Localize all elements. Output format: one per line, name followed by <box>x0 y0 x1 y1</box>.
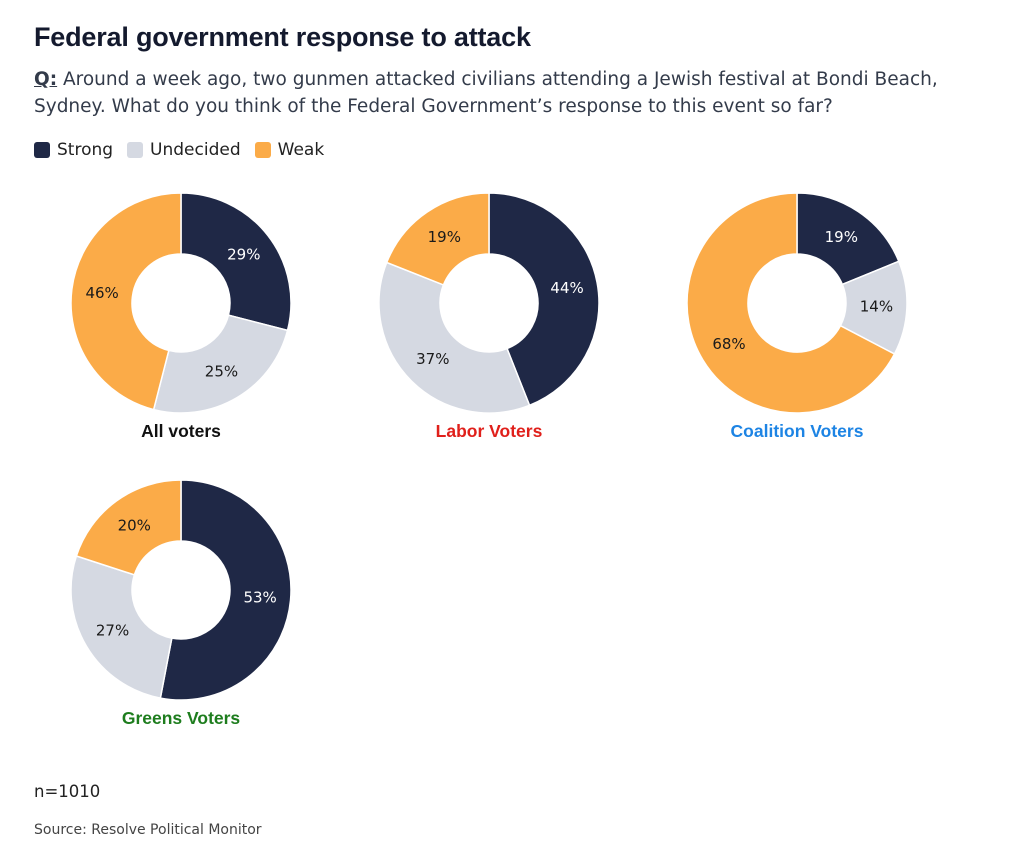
donut-svg-coalition-voters: 19% 14% 68% <box>686 192 908 414</box>
donut-coalition-voters: 19% 14% 68% Coalition Voters <box>677 183 917 441</box>
legend-swatch-undecided <box>127 142 144 158</box>
donut-svg-greens-voters: 53% 27% 20% <box>70 479 292 701</box>
legend-swatch-weak <box>254 142 271 158</box>
slice-label-coalition-voters-undecided: 14% <box>860 298 893 316</box>
legend-swatch-strong <box>34 142 50 158</box>
question-body: Around a week ago, two gunmen attacked c… <box>34 69 938 117</box>
slice-label-all-voters-strong: 29% <box>227 245 260 263</box>
slice-label-all-voters-undecided: 25% <box>205 362 238 380</box>
slice-all-voters-weak <box>70 192 182 411</box>
slice-label-all-voters-weak: 46% <box>85 284 118 302</box>
donut-svg-all-voters: 29% 25% 46% <box>70 192 292 414</box>
legend-item-strong: Strong <box>34 140 113 160</box>
question-text: Q: Around a week ago, two gunmen attacke… <box>34 66 964 120</box>
slice-label-labor-voters-undecided: 37% <box>416 350 449 368</box>
donut-title-coalition-voters: Coalition Voters <box>730 421 864 441</box>
slice-all-voters-strong <box>180 192 292 332</box>
slice-coalition-voters-strong <box>796 192 900 286</box>
legend: Strong Undecided Weak <box>34 140 324 160</box>
slice-label-greens-voters-strong: 53% <box>243 588 276 606</box>
donut-title-greens-voters: Greens Voters <box>121 708 241 728</box>
sample-size: n=1010 <box>34 782 101 801</box>
slice-labor-voters-strong <box>488 192 600 407</box>
slice-greens-voters-weak <box>75 479 182 576</box>
slice-label-greens-voters-weak: 20% <box>118 517 151 535</box>
slice-label-greens-voters-undecided: 27% <box>96 621 129 639</box>
legend-label-weak: Weak <box>277 140 325 160</box>
slice-greens-voters-undecided <box>70 555 173 699</box>
source-note: Source: Resolve Political Monitor <box>34 822 262 838</box>
slice-label-coalition-voters-strong: 19% <box>825 228 858 246</box>
donut-all-voters: 29% 25% 46% All voters <box>61 183 301 441</box>
slice-label-labor-voters-weak: 19% <box>428 228 461 246</box>
legend-label-undecided: Undecided <box>150 140 241 160</box>
slice-labor-voters-undecided <box>378 261 531 414</box>
legend-item-undecided: Undecided <box>127 140 241 160</box>
legend-label-strong: Strong <box>57 140 114 160</box>
legend-item-weak: Weak <box>254 140 325 160</box>
donut-title-labor-voters: Labor Voters <box>435 421 543 441</box>
slice-coalition-voters-weak <box>686 192 896 414</box>
question-prefix: Q: <box>34 69 58 90</box>
donut-labor-voters: 44% 37% 19% Labor Voters <box>369 183 609 441</box>
slice-all-voters-undecided <box>152 314 289 414</box>
donut-title-all-voters: All voters <box>141 421 221 441</box>
donut-greens-voters: 53% 27% 20% Greens Voters <box>61 470 301 728</box>
slice-label-labor-voters-strong: 44% <box>550 279 583 297</box>
chart-title: Federal government response to attack <box>34 22 531 52</box>
slice-labor-voters-weak <box>385 192 490 286</box>
slice-greens-voters-strong <box>159 479 292 701</box>
donut-svg-labor-voters: 44% 37% 19% <box>378 192 600 414</box>
slice-label-coalition-voters-weak: 68% <box>712 335 745 353</box>
